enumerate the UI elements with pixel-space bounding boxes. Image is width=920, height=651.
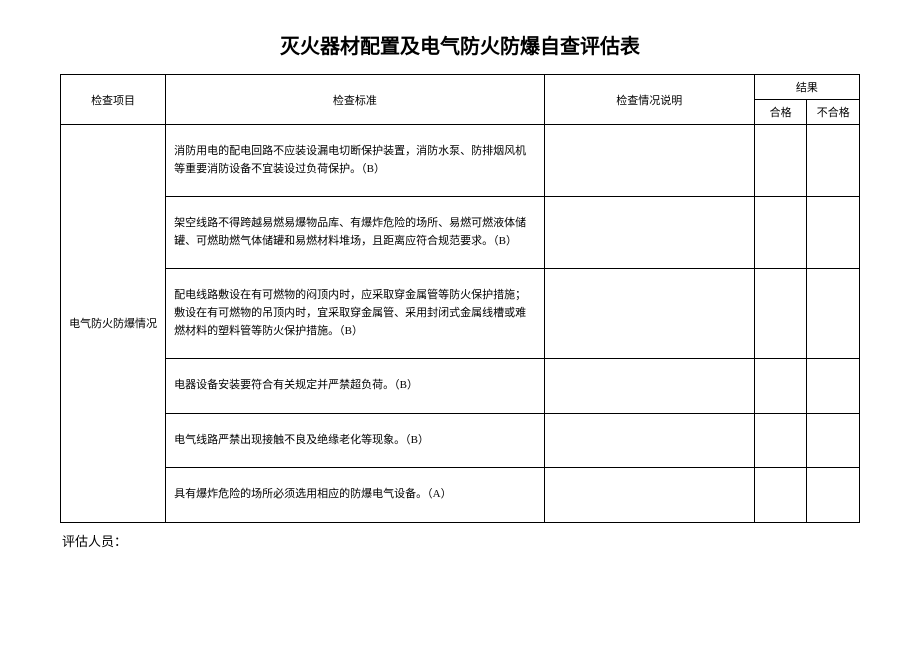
header-row-1: 检查项目 检查标准 检查情况说明 结果 <box>61 75 860 100</box>
header-description: 检查情况说明 <box>544 75 754 125</box>
assessment-table: 检查项目 检查标准 检查情况说明 结果 合格 不合格 电气防火防爆情况 消防用电… <box>60 74 860 523</box>
standard-cell: 配电线路敷设在有可燃物的闷顶内时，应采取穿金属管等防火保护措施；敷设在有可燃物的… <box>166 269 544 359</box>
table-row: 架空线路不得跨越易燃易爆物品库、有爆炸危险的场所、易燃可燃液体储罐、可燃助燃气体… <box>61 197 860 269</box>
header-fail: 不合格 <box>807 100 860 125</box>
standard-cell: 架空线路不得跨越易燃易爆物品库、有爆炸危险的场所、易燃可燃液体储罐、可燃助燃气体… <box>166 197 544 269</box>
pass-cell <box>754 468 807 523</box>
header-item: 检查项目 <box>61 75 166 125</box>
table-row: 电气防火防爆情况 消防用电的配电回路不应装设漏电切断保护装置，消防水泵、防排烟风… <box>61 125 860 197</box>
header-pass: 合格 <box>754 100 807 125</box>
header-result: 结果 <box>754 75 859 100</box>
standard-cell: 电气线路严禁出现接触不良及绝缘老化等现象。（B） <box>166 413 544 468</box>
pass-cell <box>754 413 807 468</box>
pass-cell <box>754 359 807 414</box>
page-title: 灭火器材配置及电气防火防爆自查评估表 <box>60 30 860 59</box>
description-cell <box>544 125 754 197</box>
description-cell <box>544 468 754 523</box>
assessor-label: 评估人员： <box>60 531 860 550</box>
description-cell <box>544 413 754 468</box>
description-cell <box>544 197 754 269</box>
table-row: 电气线路严禁出现接触不良及绝缘老化等现象。（B） <box>61 413 860 468</box>
pass-cell <box>754 125 807 197</box>
standard-cell: 具有爆炸危险的场所必须选用相应的防爆电气设备。（A） <box>166 468 544 523</box>
description-cell <box>544 269 754 359</box>
standard-cell: 消防用电的配电回路不应装设漏电切断保护装置，消防水泵、防排烟风机等重要消防设备不… <box>166 125 544 197</box>
pass-cell <box>754 269 807 359</box>
description-cell <box>544 359 754 414</box>
header-standard: 检查标准 <box>166 75 544 125</box>
table-row: 配电线路敷设在有可燃物的闷顶内时，应采取穿金属管等防火保护措施；敷设在有可燃物的… <box>61 269 860 359</box>
fail-cell <box>807 413 860 468</box>
table-row: 具有爆炸危险的场所必须选用相应的防爆电气设备。（A） <box>61 468 860 523</box>
fail-cell <box>807 197 860 269</box>
table-row: 电器设备安装要符合有关规定并严禁超负荷。（B） <box>61 359 860 414</box>
fail-cell <box>807 125 860 197</box>
category-cell: 电气防火防爆情况 <box>61 125 166 523</box>
fail-cell <box>807 359 860 414</box>
fail-cell <box>807 468 860 523</box>
standard-cell: 电器设备安装要符合有关规定并严禁超负荷。（B） <box>166 359 544 414</box>
fail-cell <box>807 269 860 359</box>
pass-cell <box>754 197 807 269</box>
